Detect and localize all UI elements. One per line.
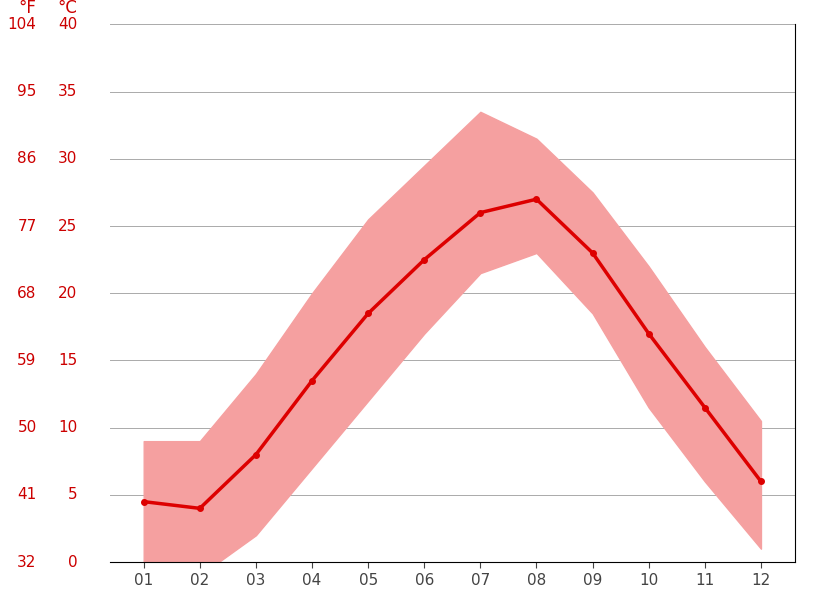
Text: 104: 104 [8, 17, 37, 32]
Text: 25: 25 [58, 219, 77, 233]
Text: 68: 68 [17, 286, 37, 301]
Text: 59: 59 [17, 353, 37, 368]
Text: 86: 86 [17, 152, 37, 166]
Text: 40: 40 [58, 17, 77, 32]
Text: °C: °C [58, 0, 77, 17]
Text: 0: 0 [68, 555, 77, 569]
Text: 20: 20 [58, 286, 77, 301]
Text: 95: 95 [17, 84, 37, 99]
Text: 10: 10 [58, 420, 77, 435]
Text: 15: 15 [58, 353, 77, 368]
Text: 5: 5 [68, 488, 77, 502]
Text: 32: 32 [17, 555, 37, 569]
Text: 77: 77 [17, 219, 37, 233]
Text: 50: 50 [17, 420, 37, 435]
Text: 35: 35 [58, 84, 77, 99]
Text: °F: °F [19, 0, 37, 17]
Text: 30: 30 [58, 152, 77, 166]
Text: 41: 41 [17, 488, 37, 502]
